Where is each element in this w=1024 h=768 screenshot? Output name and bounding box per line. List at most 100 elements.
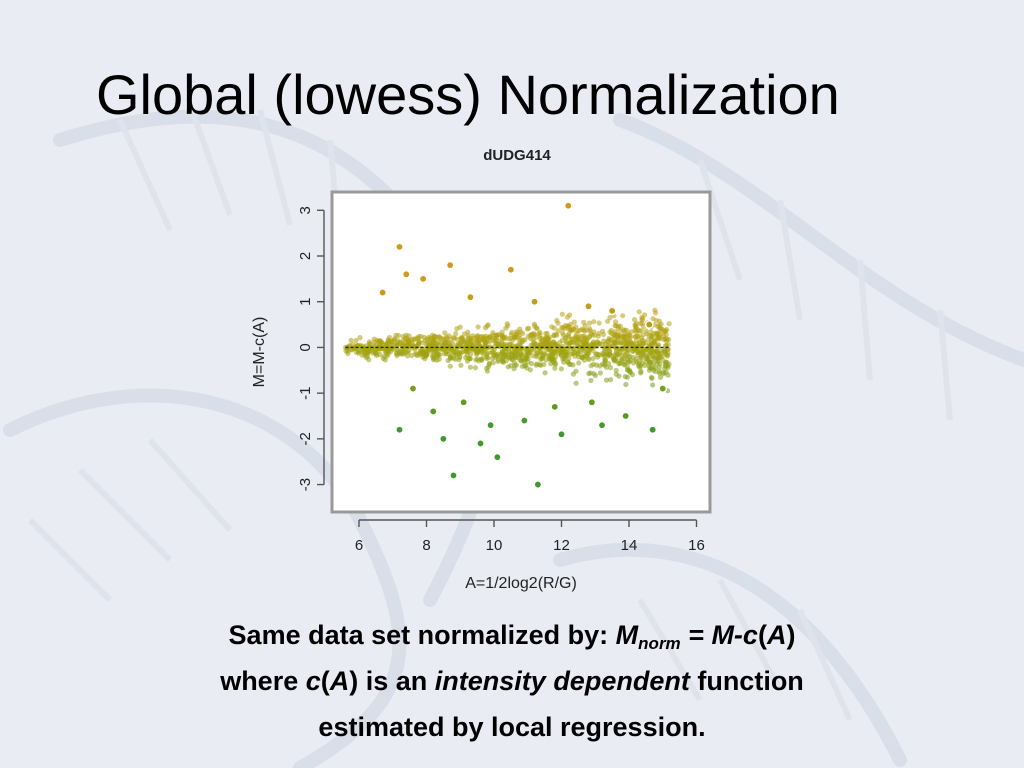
cloud-point [495,357,501,363]
cloud-point [650,382,656,388]
data-point [533,480,543,489]
data-point [418,274,428,284]
cloud-point [620,313,626,319]
cloud-point [578,349,584,355]
y-tick-label: 3 [297,206,314,214]
data-point [644,320,654,329]
cloud-point [348,337,354,343]
cloud-point [395,332,401,339]
cloud-point [590,355,596,362]
cloud-point [651,367,657,373]
cloud-point [467,356,473,362]
cloud-point [662,336,668,342]
cloud-point [393,350,400,356]
cloud-point [626,358,632,364]
cloud-point [628,334,634,340]
cloud-point [503,325,509,331]
cloud-point [405,353,411,359]
cloud-point [403,335,410,341]
cloud-point [616,351,622,357]
cloud-point [388,340,395,346]
cloud-point [499,358,505,364]
cloud-point [649,334,655,340]
cloud-point [587,326,593,332]
cloud-point [525,351,531,357]
cloud-point [612,323,618,329]
cloud-point [356,344,362,350]
data-point [439,434,448,444]
cloud-point [663,359,669,365]
cloud-point [568,339,574,346]
cloud-point [474,333,480,340]
cloud-point [483,333,489,339]
cloud-point [530,332,536,338]
cloud-point [646,351,653,357]
cloud-point [561,356,567,362]
cloud-point [626,353,632,360]
cloud-point [595,351,601,358]
cloud-point [558,366,564,372]
cloud-point [534,361,540,367]
cloud-point [518,358,524,364]
cloud-point [537,349,543,355]
cloud-point [428,335,434,341]
cloud-point [467,364,473,370]
cloud-point [484,323,490,329]
y-axis-label: M=M-c(A) [251,317,268,388]
cloud-point [603,377,610,383]
data-point [428,407,438,416]
cloud-point [602,357,608,364]
cloud-point [518,329,524,335]
cloud-point [591,319,597,325]
cloud-point [656,322,662,329]
data-point [563,201,573,211]
slide-title: Global (lowess) Normalization [96,63,840,126]
cloud-point [475,349,481,355]
cloud-point [505,364,511,370]
cloud-point [546,340,553,346]
data-point [597,420,607,430]
y-tick-label: 2 [297,252,314,260]
cloud-point [531,321,537,327]
cloud-point [467,347,473,353]
cloud-point [508,335,514,342]
data-point [449,471,458,480]
cloud-point [646,367,653,373]
data-point [395,425,404,435]
cloud-point [638,328,644,334]
cloud-point [484,368,490,374]
caption-line-3: estimated by local regression. [318,712,706,742]
cloud-point [623,327,630,333]
cloud-point [610,333,617,339]
cloud-point [569,327,575,333]
cloud-point [559,311,565,317]
data-point [401,269,411,279]
cloud-point [620,335,626,341]
cloud-point [576,360,582,366]
cloud-point [596,320,602,326]
cloud-point [563,340,569,346]
cloud-point [418,333,424,340]
cloud-point [470,333,476,339]
cloud-point [635,333,641,339]
cloud-point [573,335,579,341]
data-point [587,397,597,407]
cloud-point [487,334,493,340]
data-point [445,260,455,270]
cloud-point [641,338,647,344]
cloud-point [544,335,550,342]
cloud-point [585,355,591,361]
data-point [459,397,468,407]
cloud-point [394,340,400,346]
data-point [395,242,404,252]
data-point [408,384,418,393]
cloud-point [635,350,641,356]
cloud-point [586,333,593,340]
cloud-point [613,367,619,373]
cloud-point [573,380,579,386]
cloud-point [409,341,415,347]
cloud-point [466,338,472,344]
cloud-point [554,317,560,324]
cloud-point [513,349,519,355]
